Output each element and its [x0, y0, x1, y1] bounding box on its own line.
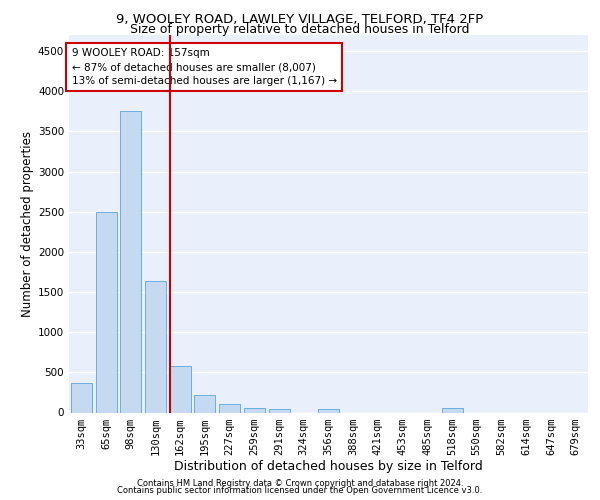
Bar [120, 112, 141, 412]
Bar [442, 408, 463, 412]
Bar [244, 408, 265, 412]
Bar [269, 410, 290, 412]
Text: Size of property relative to detached houses in Telford: Size of property relative to detached ho… [130, 22, 470, 36]
Bar [71, 383, 92, 412]
Bar [219, 404, 240, 412]
Text: 9 WOOLEY ROAD: 157sqm
← 87% of detached houses are smaller (8,007)
13% of semi-d: 9 WOOLEY ROAD: 157sqm ← 87% of detached … [71, 48, 337, 86]
Bar [194, 395, 215, 412]
Bar [318, 410, 339, 412]
Text: 9, WOOLEY ROAD, LAWLEY VILLAGE, TELFORD, TF4 2FP: 9, WOOLEY ROAD, LAWLEY VILLAGE, TELFORD,… [116, 12, 484, 26]
Bar [95, 212, 116, 412]
X-axis label: Distribution of detached houses by size in Telford: Distribution of detached houses by size … [174, 460, 483, 473]
Text: Contains HM Land Registry data © Crown copyright and database right 2024.: Contains HM Land Registry data © Crown c… [137, 478, 463, 488]
Bar [170, 366, 191, 412]
Y-axis label: Number of detached properties: Number of detached properties [21, 130, 34, 317]
Text: Contains public sector information licensed under the Open Government Licence v3: Contains public sector information licen… [118, 486, 482, 495]
Bar [145, 281, 166, 412]
